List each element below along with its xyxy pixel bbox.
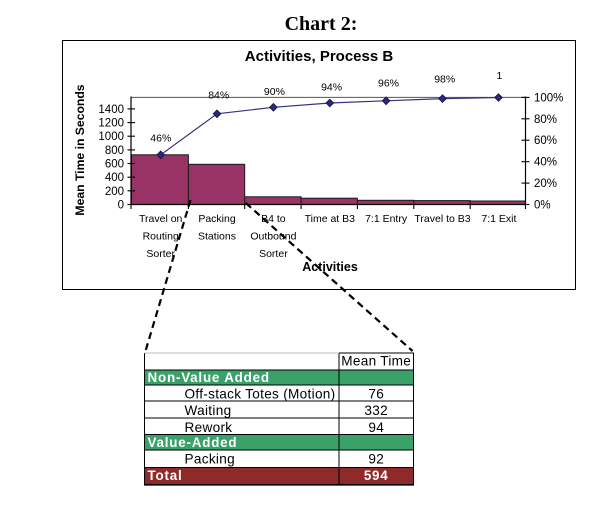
svg-text:Value-Added: Value-Added [148,435,238,450]
svg-text:1200: 1200 [98,118,124,130]
svg-text:Travel to B3: Travel to B3 [414,213,470,225]
svg-text:Packing: Packing [185,452,235,467]
svg-text:76: 76 [368,387,384,402]
svg-text:594: 594 [364,468,389,483]
svg-text:96%: 96% [378,77,399,89]
svg-text:Total: Total [148,468,183,483]
svg-text:90%: 90% [264,86,285,98]
svg-text:46%: 46% [150,132,171,144]
svg-text:7:1 Exit: 7:1 Exit [481,213,516,225]
svg-text:0%: 0% [534,200,551,212]
svg-text:Time at B3: Time at B3 [305,213,356,225]
svg-text:40%: 40% [534,157,557,169]
svg-text:Rework: Rework [185,420,233,435]
svg-text:600: 600 [105,159,124,171]
svg-text:400: 400 [105,172,124,184]
svg-text:100%: 100% [534,92,563,104]
svg-text:Off-stack Totes (Motion): Off-stack Totes (Motion) [185,387,336,402]
svg-text:80%: 80% [534,114,557,126]
svg-text:60%: 60% [534,135,557,147]
svg-text:800: 800 [105,145,124,157]
svg-text:Mean Time: Mean Time [341,354,411,369]
svg-text:0: 0 [118,200,124,212]
svg-text:94%: 94% [321,81,342,93]
svg-text:94: 94 [368,420,384,435]
svg-text:98%: 98% [434,74,455,86]
svg-text:1000: 1000 [98,131,124,143]
svg-text:Activities: Activities [302,260,358,274]
svg-text:Waiting: Waiting [185,403,232,418]
svg-text:Non-Value Added: Non-Value Added [148,370,270,385]
svg-text:7:1 Entry: 7:1 Entry [365,213,408,225]
svg-text:332: 332 [364,403,388,418]
svg-text:92: 92 [368,452,384,467]
svg-text:1: 1 [496,70,502,82]
svg-text:200: 200 [105,186,124,198]
svg-text:20%: 20% [534,178,557,190]
svg-text:84%: 84% [208,90,229,102]
svg-text:1400: 1400 [98,104,124,116]
